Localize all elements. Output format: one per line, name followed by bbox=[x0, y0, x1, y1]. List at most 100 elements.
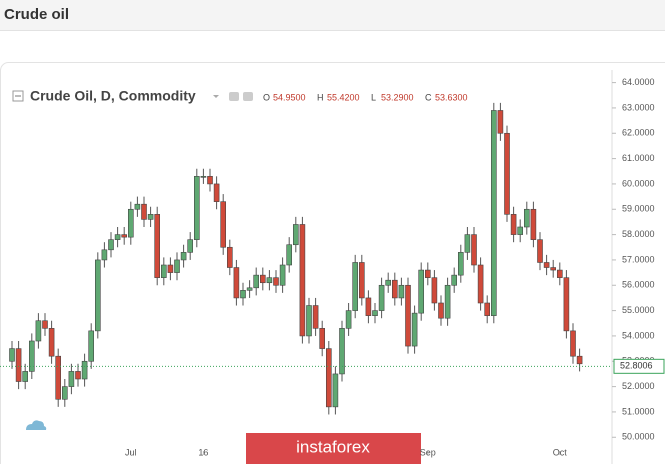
y-tick-label: 57.0000 bbox=[622, 254, 655, 264]
candle-body bbox=[292, 224, 299, 246]
candle-body bbox=[543, 262, 550, 268]
candle-body bbox=[457, 252, 464, 276]
candle-body bbox=[563, 277, 570, 332]
candle-body bbox=[372, 310, 378, 316]
ohlc-value: 53.6300 bbox=[435, 92, 468, 102]
y-tick-label: 61.0000 bbox=[622, 153, 655, 163]
candle-body bbox=[114, 234, 121, 240]
ohlc-label: C bbox=[425, 92, 432, 102]
header: Crude oil bbox=[0, 0, 665, 31]
candle-body bbox=[207, 176, 213, 185]
candle-body bbox=[444, 284, 451, 319]
candle-body bbox=[61, 386, 68, 400]
candle-body bbox=[233, 267, 240, 299]
x-tick-label: 16 bbox=[198, 447, 208, 457]
candle-body bbox=[550, 267, 557, 271]
candle-body bbox=[319, 328, 326, 349]
candle-body bbox=[523, 208, 530, 228]
candle-body bbox=[187, 239, 193, 253]
ohlc-value: 54.9500 bbox=[273, 92, 306, 102]
candle-body bbox=[259, 274, 266, 284]
candle-body bbox=[95, 259, 101, 332]
candle-body bbox=[431, 277, 438, 304]
candle-body bbox=[504, 132, 510, 215]
candle-body bbox=[200, 176, 207, 178]
chart-card bbox=[0, 62, 665, 464]
candle-body bbox=[154, 214, 160, 278]
candle-body bbox=[266, 277, 273, 284]
ohlc-label: H bbox=[317, 92, 324, 102]
candle-body bbox=[556, 269, 563, 278]
candle-body bbox=[220, 201, 226, 248]
candle-body bbox=[530, 208, 537, 240]
candle-body bbox=[180, 252, 187, 261]
y-tick-label: 51.0000 bbox=[622, 406, 655, 416]
candle-body bbox=[273, 277, 279, 286]
y-tick-label: 62.0000 bbox=[622, 128, 655, 138]
y-tick-label: 56.0000 bbox=[622, 280, 655, 290]
y-tick-label: 50.0000 bbox=[622, 432, 655, 442]
x-tick-label: Jul bbox=[125, 447, 137, 457]
y-tick-label: 55.0000 bbox=[622, 305, 655, 315]
candle-body bbox=[438, 302, 444, 319]
y-tick-label: 64.0000 bbox=[622, 77, 655, 87]
candle-body bbox=[48, 328, 55, 357]
candle-body bbox=[35, 320, 42, 342]
ohlc-value: 53.2900 bbox=[381, 92, 414, 102]
candle-body bbox=[15, 348, 22, 382]
y-tick-label: 63.0000 bbox=[622, 102, 655, 112]
candle-body bbox=[332, 373, 339, 408]
candle-body bbox=[55, 355, 62, 400]
candle-body bbox=[537, 239, 543, 263]
candle-body bbox=[279, 264, 286, 286]
ohlc-value: 55.4200 bbox=[327, 92, 360, 102]
candle-body bbox=[378, 284, 385, 311]
candle-body bbox=[213, 183, 220, 202]
watermark: instaforex bbox=[296, 437, 370, 456]
candle-body bbox=[497, 110, 504, 134]
candle-body bbox=[240, 290, 246, 299]
icon[interactable] bbox=[243, 92, 253, 101]
candle-body bbox=[161, 264, 167, 278]
icon[interactable] bbox=[229, 92, 239, 101]
candle-body bbox=[227, 246, 233, 268]
candle-body bbox=[352, 262, 359, 311]
current-price-box bbox=[613, 358, 665, 374]
x-tick-label: Oct bbox=[553, 447, 568, 457]
ohlc-label: O bbox=[263, 92, 270, 102]
candle-body bbox=[194, 176, 200, 240]
candle-body bbox=[411, 312, 418, 347]
candle-body bbox=[306, 305, 312, 337]
y-tick-label: 60.0000 bbox=[622, 178, 655, 188]
candle-body bbox=[174, 259, 180, 273]
header-title: Crude oil bbox=[4, 6, 70, 23]
y-tick-label: 54.0000 bbox=[622, 330, 655, 340]
candle-body bbox=[167, 264, 174, 273]
candle-body bbox=[134, 203, 141, 210]
candle-body bbox=[576, 355, 583, 365]
candle-body bbox=[424, 269, 431, 278]
candle-body bbox=[405, 284, 411, 347]
candle-body bbox=[246, 287, 253, 291]
candle-body bbox=[570, 330, 576, 357]
candle-body bbox=[312, 305, 319, 329]
candle-body bbox=[75, 371, 81, 380]
candle-body bbox=[81, 360, 88, 380]
candle-body bbox=[9, 348, 15, 362]
candle-body bbox=[365, 297, 372, 316]
candle-body bbox=[339, 328, 345, 375]
candle-body bbox=[325, 348, 332, 408]
candle-body bbox=[22, 371, 29, 382]
dropdown-icon[interactable] bbox=[213, 95, 219, 98]
candle-body bbox=[68, 371, 75, 387]
chart-title: Crude Oil, D, Commodity bbox=[30, 88, 196, 104]
candle-body bbox=[121, 234, 127, 238]
watermark-box bbox=[246, 433, 421, 464]
ohlc-label: L bbox=[371, 92, 376, 102]
candle-body bbox=[286, 244, 293, 266]
candle-body bbox=[128, 208, 134, 238]
y-tick-label: 52.0000 bbox=[622, 381, 655, 391]
candle-body bbox=[108, 239, 114, 251]
candle-body bbox=[451, 274, 458, 286]
